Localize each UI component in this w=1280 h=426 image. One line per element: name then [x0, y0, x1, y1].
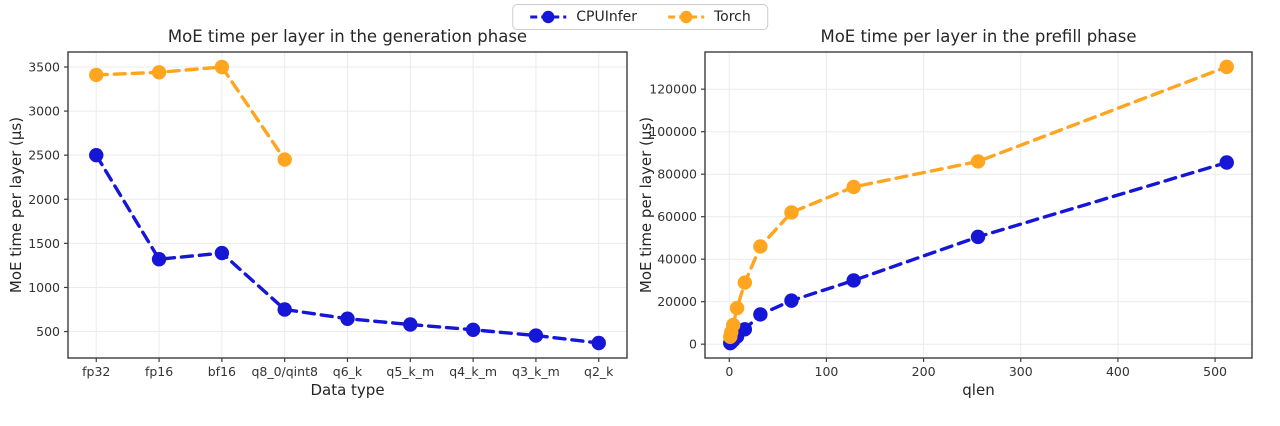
svg-text:3000: 3000 — [28, 104, 60, 119]
svg-text:2000: 2000 — [28, 192, 60, 207]
svg-text:120000: 120000 — [649, 82, 697, 97]
svg-text:q3_k_m: q3_k_m — [512, 364, 560, 379]
svg-text:40000: 40000 — [657, 252, 697, 267]
legend-item-torch: Torch — [667, 9, 751, 25]
legend-label-torch: Torch — [714, 9, 751, 25]
svg-text:q4_k_m: q4_k_m — [449, 364, 497, 379]
prefill-x-axis-label: qlen — [962, 381, 995, 399]
svg-text:20000: 20000 — [657, 294, 697, 309]
cpuinfer-line-marker-icon — [530, 10, 567, 24]
svg-text:q2_k: q2_k — [584, 364, 614, 379]
generation-x-axis-label: Data type — [310, 381, 385, 399]
svg-text:fp32: fp32 — [82, 364, 110, 379]
svg-text:2500: 2500 — [28, 148, 60, 163]
torch-line-marker-icon — [668, 10, 704, 24]
svg-text:0: 0 — [689, 337, 697, 352]
legend-item-cpuinfer: CPUInfer — [529, 9, 637, 25]
svg-text:200: 200 — [912, 364, 936, 379]
generation-y-axis-label: MoE time per layer (µs) — [7, 116, 25, 294]
generation-plot-title: MoE time per layer in the generation pha… — [167, 27, 528, 46]
svg-text:fp16: fp16 — [145, 364, 173, 379]
svg-text:100000: 100000 — [649, 124, 697, 139]
svg-text:300: 300 — [1009, 364, 1033, 379]
svg-text:80000: 80000 — [657, 167, 697, 182]
svg-text:1500: 1500 — [28, 236, 60, 251]
legend: CPUInfer Torch — [512, 4, 768, 30]
svg-text:bf16: bf16 — [208, 364, 236, 379]
svg-text:60000: 60000 — [657, 209, 697, 224]
svg-text:500: 500 — [1203, 364, 1227, 379]
svg-text:0: 0 — [725, 364, 733, 379]
svg-text:1000: 1000 — [28, 280, 60, 295]
legend-label-cpuinfer: CPUInfer — [576, 9, 637, 25]
prefill-y-axis-label: MoE time per layer (µs) — [637, 116, 655, 294]
svg-text:100: 100 — [815, 364, 839, 379]
svg-text:3500: 3500 — [28, 59, 60, 74]
svg-text:q5_k_m: q5_k_m — [386, 364, 434, 379]
svg-text:500: 500 — [36, 324, 60, 339]
prefill-plot-title: MoE time per layer in the prefill phase — [820, 27, 1137, 46]
svg-text:q6_k: q6_k — [333, 364, 363, 379]
svg-text:400: 400 — [1106, 364, 1130, 379]
svg-text:q8_0/qint8: q8_0/qint8 — [251, 364, 318, 379]
